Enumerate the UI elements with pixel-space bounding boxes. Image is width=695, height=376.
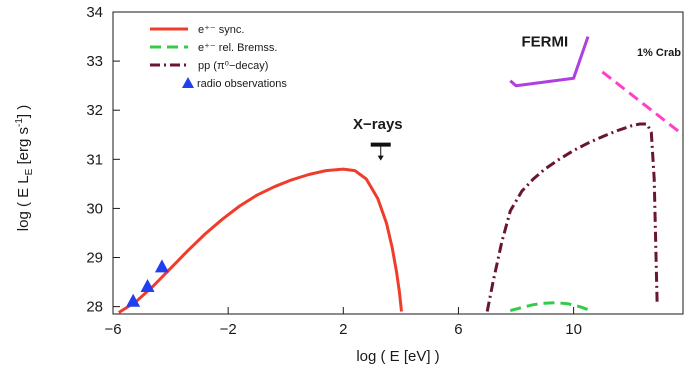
annotations: FERMI 1% Crab X−rays — [353, 33, 681, 161]
y-tick-label: 30 — [86, 200, 103, 217]
x-tick-label: 6 — [454, 321, 462, 338]
y-axis-title: log ( E LE [erg s-1] ) — [14, 105, 35, 231]
y-tick-label: 29 — [86, 250, 103, 267]
upper-limit-arrow — [377, 155, 384, 161]
y-tick-label: 28 — [86, 299, 103, 316]
plot-frame — [112, 11, 684, 315]
annotation-fermi: FERMI — [521, 33, 568, 50]
upper-limit-x-rays — [370, 142, 391, 161]
legend-swatch-radio — [182, 77, 194, 88]
radio-observation-marker — [154, 259, 169, 273]
x-tick-label: 10 — [565, 321, 582, 338]
annotation-x-rays: X−rays — [353, 116, 403, 133]
series-bremss-line — [509, 301, 592, 313]
y-tick-label: 32 — [86, 102, 103, 119]
x-axis: −6 −2 2 6 10 — [104, 307, 582, 338]
x-tick-label: 2 — [339, 321, 347, 338]
x-tick-label: −6 — [104, 321, 121, 338]
y-tick-label: 33 — [86, 53, 103, 70]
legend-label-radio: radio observations — [197, 78, 287, 90]
y-axis: 28 29 30 31 32 33 34 — [86, 4, 120, 316]
y-tick-label: 31 — [86, 151, 103, 168]
radio-observation-marker — [140, 278, 155, 292]
legend: e⁺⁻ sync. e⁺⁻ rel. Bremss. pp (π⁰−decay) ra… — [150, 24, 287, 90]
x-tick-label: −2 — [220, 321, 237, 338]
legend-label-sync: e⁺⁻ sync. — [198, 24, 244, 36]
legend-label-pp: pp (π⁰−decay) — [198, 60, 268, 72]
series-pp-line — [485, 122, 659, 312]
radio-observation-marker — [126, 293, 141, 307]
y-tick-label: 34 — [86, 4, 103, 21]
series-crab-line — [601, 70, 683, 136]
annotation-1pct-crab: 1% Crab — [637, 47, 681, 59]
x-axis-title: log ( E [eV] ) — [356, 348, 439, 365]
legend-label-bremss: e⁺⁻ rel. Bremss. — [198, 42, 277, 54]
series-sync-line — [118, 167, 403, 314]
series-fermi-line — [509, 36, 590, 88]
series-layer — [118, 36, 683, 314]
